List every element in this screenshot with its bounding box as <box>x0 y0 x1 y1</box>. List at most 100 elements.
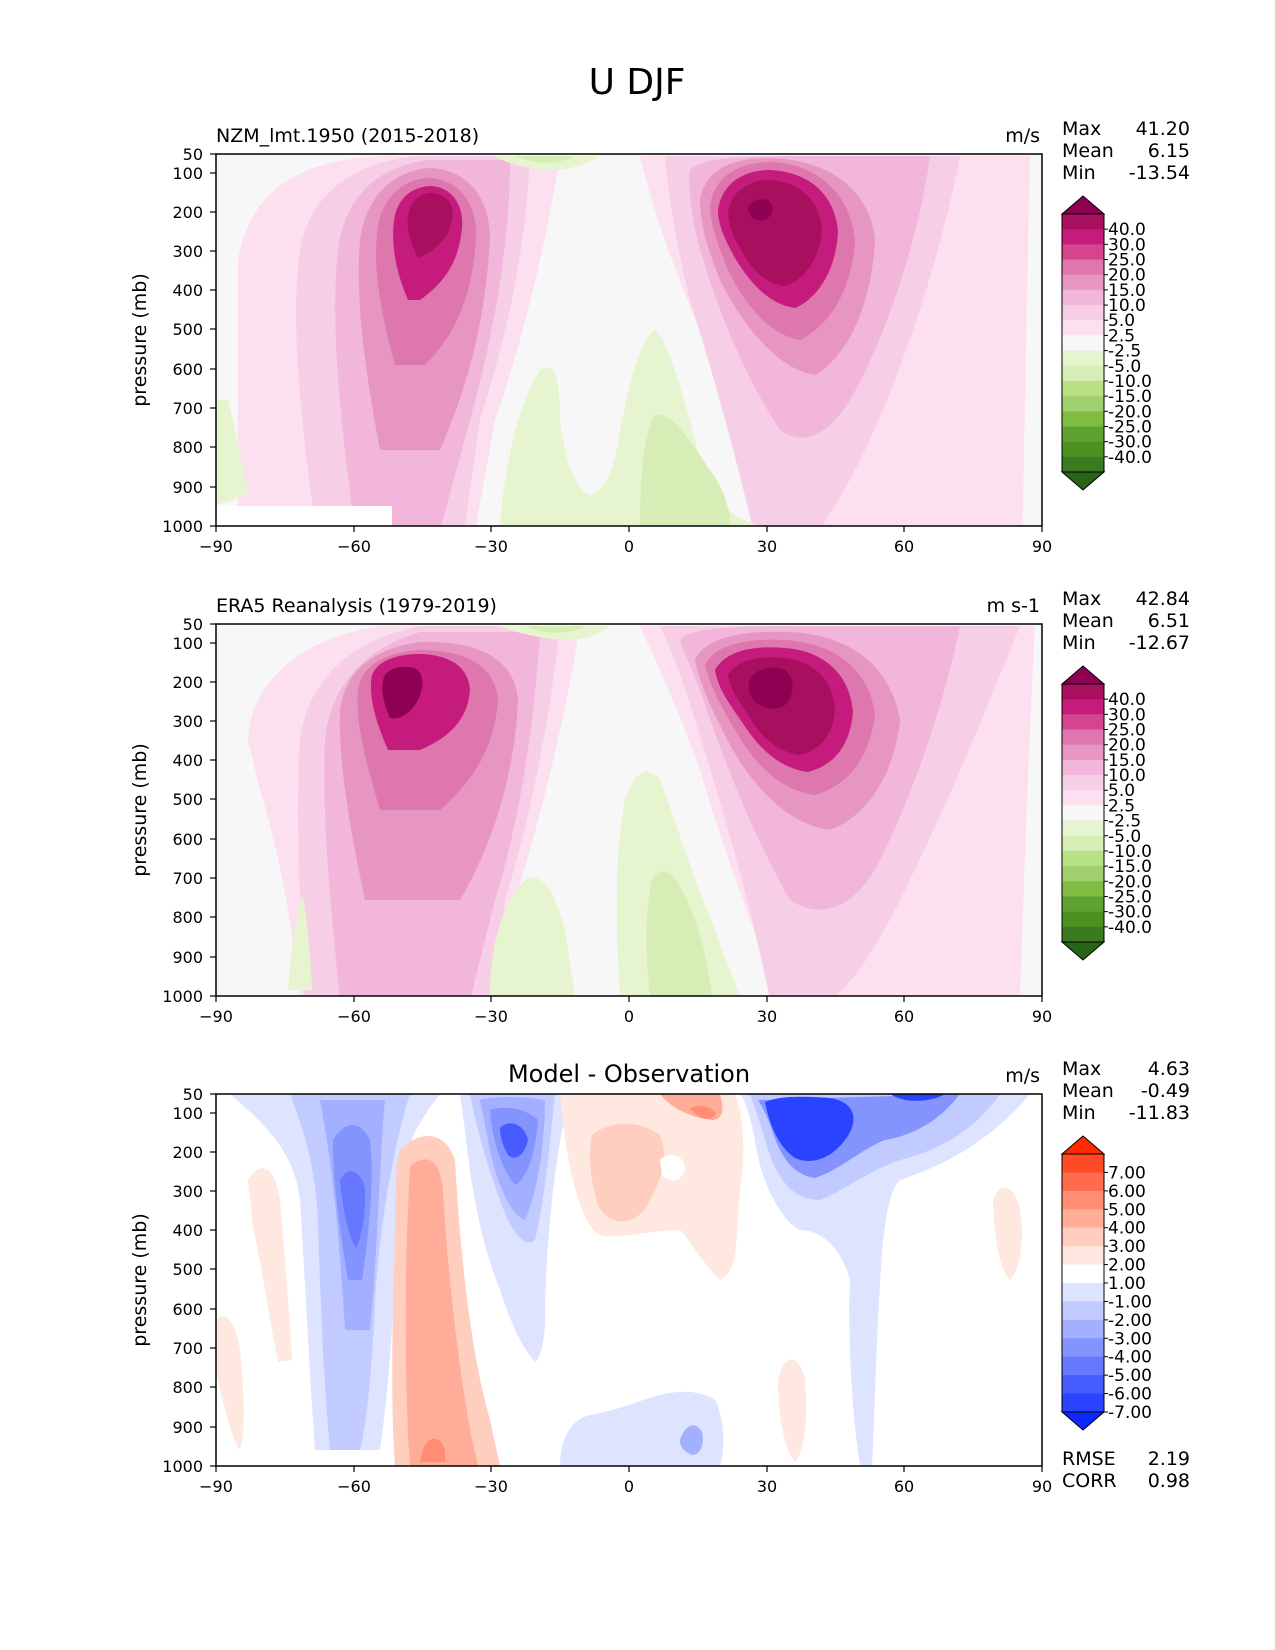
colorbar-swatch <box>1062 396 1104 412</box>
panel-title: Model - Observation <box>508 1060 750 1088</box>
colorbar-swatch <box>1062 1246 1104 1266</box>
stat-mean-label: Mean <box>1062 610 1114 632</box>
colorbar-swatch <box>1062 744 1104 761</box>
colorbar-label: 25.0 <box>1108 251 1146 271</box>
y-tick-label: 50 <box>183 145 203 164</box>
colorbar-swatch <box>1062 759 1104 776</box>
colorbar-label: -40.0 <box>1108 918 1152 938</box>
y-axis: 50 100 200 300 400 500 600 700 800 900 1… <box>162 145 216 536</box>
stat-mean-value: 6.15 <box>1148 140 1190 162</box>
colorbar-label: -15.0 <box>1108 857 1152 877</box>
colorbar-extend-min <box>1060 471 1106 491</box>
contour-pos-1-arctic <box>993 1187 1022 1280</box>
colorbar-label: -5.0 <box>1108 827 1141 847</box>
missing-data-region <box>216 1450 380 1466</box>
colorbar-label: -30.0 <box>1108 903 1152 923</box>
colorbar-label: 2.00 <box>1108 1256 1146 1276</box>
x-tick-label: 90 <box>1032 1477 1052 1496</box>
y-tick-label: 500 <box>172 1260 203 1279</box>
contour-sh-40 <box>382 666 423 719</box>
colorbar-label: 20.0 <box>1108 736 1146 756</box>
x-tick-label: 90 <box>1032 1007 1052 1026</box>
y-axis: 50 100 200 300 400 500 600 700 800 900 1… <box>162 615 216 1006</box>
colorbar-swatch <box>1062 1301 1104 1321</box>
y-tick-label: 900 <box>172 948 203 967</box>
colorbar-swatch <box>1062 380 1104 397</box>
colorbar-swatch <box>1062 305 1104 321</box>
colorbar-swatch <box>1062 320 1104 337</box>
x-tick-label: 0 <box>624 1007 634 1026</box>
panel-title: ERA5 Reanalysis (1979-2019) <box>216 595 497 617</box>
stat-corr-value: 0.98 <box>1148 1470 1190 1492</box>
colorbar-swatch <box>1062 790 1104 807</box>
y-tick-label: 1000 <box>162 987 203 1006</box>
contour-nh-40 <box>748 667 793 709</box>
colorbar-label: -10.0 <box>1108 842 1152 862</box>
colorbar-swatch <box>1062 1393 1104 1413</box>
y-tick-label: 900 <box>172 1418 203 1437</box>
colorbar-swatch <box>1062 911 1104 928</box>
stat-max-value: 41.20 <box>1136 118 1190 140</box>
colorbar-label: 7.00 <box>1108 1163 1146 1183</box>
contour-neg-3-low <box>680 1425 703 1455</box>
x-axis: −90 −60 −30 0 30 60 90 <box>199 526 1052 556</box>
colorbar-label: -5.00 <box>1108 1366 1152 1386</box>
colorbar-swatch <box>1062 684 1104 700</box>
y-tick-label: 300 <box>172 1182 203 1201</box>
colorbar-label: 10.0 <box>1108 766 1146 786</box>
stat-min-value: -12.67 <box>1129 632 1190 654</box>
contour-lower-easterly-core <box>646 871 712 996</box>
y-axis-label: pressure (mb) <box>129 273 151 407</box>
colorbar-label: -7.00 <box>1108 1403 1152 1423</box>
stat-min-value: -11.83 <box>1129 1102 1190 1124</box>
colorbar-label: 15.0 <box>1108 281 1146 301</box>
colorbar-label: 2.5 <box>1108 796 1135 816</box>
colorbar-label: -2.5 <box>1108 812 1141 832</box>
x-tick-label: 30 <box>757 537 777 556</box>
contour-pos-1-polar-low <box>216 1316 244 1450</box>
colorbar-label: -20.0 <box>1108 872 1152 892</box>
contour-pos-2-eq <box>590 1123 665 1222</box>
colorbar-swatch <box>1062 1190 1104 1210</box>
colorbar-label: -40.0 <box>1108 448 1152 468</box>
contour-pos-3 <box>405 1159 478 1466</box>
colorbar-label: 5.00 <box>1108 1200 1146 1220</box>
x-axis: −90 −60 −30 0 30 60 90 <box>199 996 1052 1026</box>
contour-upper-easterly <box>495 156 600 170</box>
y-tick-label: 200 <box>172 203 203 222</box>
x-tick-label: 60 <box>894 1477 914 1496</box>
contour-pos-1-low <box>778 1359 807 1462</box>
colorbar-swatch <box>1062 214 1104 230</box>
x-tick-label: −90 <box>199 1477 233 1496</box>
colorbar-label: -15.0 <box>1108 387 1152 407</box>
colorbar-label: 25.0 <box>1108 721 1146 741</box>
colorbar-label: 20.0 <box>1108 266 1146 286</box>
y-tick-label: 800 <box>172 908 203 927</box>
colorbar-label: -2.5 <box>1108 342 1141 362</box>
contour-polar-easterly <box>216 400 248 505</box>
contour-neg-6-mid <box>500 1123 528 1158</box>
x-tick-label: −60 <box>337 1007 371 1026</box>
contour-pos-4 <box>420 1438 445 1462</box>
colorbar-label: 30.0 <box>1108 705 1146 725</box>
y-tick-label: 500 <box>172 320 203 339</box>
colorbar-swatch <box>1062 866 1104 882</box>
stat-min-label: Min <box>1062 632 1096 654</box>
colorbar-swatch <box>1062 456 1104 473</box>
colorbar-label: 30.0 <box>1108 235 1146 255</box>
colorbar: 40.030.025.020.015.010.05.02.5-2.5-5.0-1… <box>1060 195 1152 491</box>
contour-upper-easterly-core <box>525 626 585 633</box>
colorbar-swatch <box>1062 835 1104 852</box>
stats-box: Max 4.63 Mean -0.49 Min -11.83 RMSE 2.19… <box>1062 1058 1190 1492</box>
y-tick-label: 100 <box>172 634 203 653</box>
colorbar-label: 6.00 <box>1108 1182 1146 1202</box>
x-tick-label: −90 <box>199 1007 233 1026</box>
y-tick-label: 1000 <box>162 1457 203 1476</box>
contour-pos-4-upper <box>690 1106 716 1119</box>
colorbar: 7.006.005.004.003.002.001.00-1.00-2.00-3… <box>1060 1135 1152 1431</box>
contour-upper-easterly <box>500 626 610 640</box>
y-tick-label: 800 <box>172 438 203 457</box>
colorbar: 40.030.025.020.015.010.05.02.5-2.5-5.0-1… <box>1060 665 1152 961</box>
colorbar-label: 4.00 <box>1108 1219 1146 1239</box>
colorbar-label: -25.0 <box>1108 887 1152 907</box>
